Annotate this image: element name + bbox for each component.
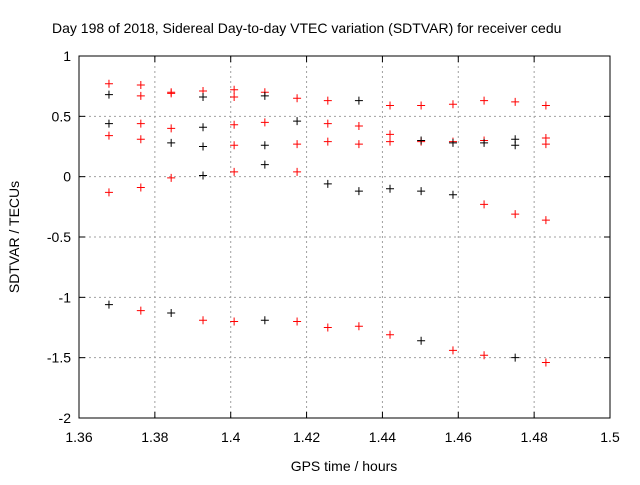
data-point-black bbox=[354, 187, 363, 196]
data-point-red bbox=[417, 101, 426, 110]
data-point-red bbox=[230, 93, 239, 102]
data-point-red bbox=[230, 120, 239, 129]
data-point-black bbox=[386, 184, 395, 193]
y-tick-label: 1 bbox=[63, 48, 71, 64]
data-point-black bbox=[199, 142, 208, 151]
data-point-red bbox=[167, 89, 176, 98]
data-point-red bbox=[104, 79, 113, 88]
x-tick-label: 1.44 bbox=[369, 429, 396, 445]
data-point-black bbox=[417, 187, 426, 196]
data-point-red bbox=[136, 91, 145, 100]
data-point-black bbox=[480, 138, 489, 147]
data-point-black bbox=[260, 91, 269, 100]
x-axis-label: GPS time / hours bbox=[291, 458, 398, 474]
data-point-black bbox=[323, 179, 332, 188]
data-point-black bbox=[104, 300, 113, 309]
data-point-red bbox=[541, 140, 550, 149]
x-tick-label: 1.38 bbox=[141, 429, 168, 445]
data-point-black bbox=[199, 171, 208, 180]
data-point-red bbox=[260, 118, 269, 127]
data-point-black bbox=[511, 141, 520, 150]
data-point-red bbox=[104, 131, 113, 140]
data-point-red bbox=[386, 137, 395, 146]
data-point-red bbox=[354, 121, 363, 130]
x-tick-label: 1.48 bbox=[521, 429, 548, 445]
data-point-red bbox=[386, 130, 395, 139]
data-point-red bbox=[354, 140, 363, 149]
data-point-red bbox=[104, 188, 113, 197]
x-tick-label: 1.5 bbox=[600, 429, 620, 445]
data-point-black bbox=[448, 190, 457, 199]
data-point-black bbox=[448, 138, 457, 147]
grid bbox=[79, 56, 610, 418]
x-tick-label: 1.36 bbox=[65, 429, 92, 445]
y-tick-label: -1.5 bbox=[47, 350, 71, 366]
data-point-red bbox=[293, 140, 302, 149]
y-tick-label: -1 bbox=[59, 289, 72, 305]
data-point-red bbox=[230, 317, 239, 326]
x-tick-label: 1.42 bbox=[293, 429, 320, 445]
data-point-red bbox=[511, 97, 520, 106]
data-point-red bbox=[136, 119, 145, 128]
data-point-red bbox=[230, 141, 239, 150]
data-point-red bbox=[541, 216, 550, 225]
data-point-red bbox=[511, 210, 520, 219]
y-tick-label: -2 bbox=[59, 410, 72, 426]
data-point-black bbox=[511, 353, 520, 362]
data-point-red bbox=[167, 124, 176, 133]
data-point-black bbox=[417, 336, 426, 345]
data-point-red bbox=[136, 135, 145, 144]
data-point-red bbox=[230, 85, 239, 94]
axis-ticks: 1.36 1.38 1.4 1.42 1.44 1.46 1.48 1.5 1 0.5 0 -0.5 -… bbox=[47, 48, 620, 445]
data-point-black bbox=[260, 141, 269, 150]
data-point-red bbox=[480, 351, 489, 360]
x-tick-label: 1.46 bbox=[445, 429, 472, 445]
data-point-black bbox=[199, 123, 208, 132]
y-tick-label: 0.5 bbox=[52, 108, 72, 124]
data-point-black bbox=[104, 119, 113, 128]
data-point-black bbox=[104, 90, 113, 99]
y-tick-label: 0 bbox=[63, 169, 71, 185]
data-point-red bbox=[386, 101, 395, 110]
data-point-red bbox=[386, 330, 395, 339]
data-point-red bbox=[541, 101, 550, 110]
data-point-red bbox=[541, 358, 550, 367]
data-point-red bbox=[167, 173, 176, 182]
data-point-red bbox=[136, 306, 145, 315]
data-point-red bbox=[354, 322, 363, 331]
data-point-black bbox=[354, 96, 363, 105]
data-point-red bbox=[136, 183, 145, 192]
data-points bbox=[104, 79, 550, 367]
data-point-red bbox=[293, 167, 302, 176]
data-point-red bbox=[293, 94, 302, 103]
data-point-red bbox=[480, 96, 489, 105]
data-point-red bbox=[230, 167, 239, 176]
data-point-red bbox=[323, 137, 332, 146]
data-point-red bbox=[448, 100, 457, 109]
data-point-red bbox=[480, 200, 489, 209]
data-point-red bbox=[323, 119, 332, 128]
data-point-black bbox=[167, 138, 176, 147]
data-point-red bbox=[448, 346, 457, 355]
data-point-red bbox=[293, 317, 302, 326]
data-point-black bbox=[167, 309, 176, 318]
data-point-black bbox=[417, 136, 426, 145]
data-point-black bbox=[260, 160, 269, 169]
data-point-red bbox=[323, 323, 332, 332]
data-point-black bbox=[199, 93, 208, 102]
data-point-black bbox=[293, 117, 302, 126]
chart-title: Day 198 of 2018, Sidereal Day-to-day VTE… bbox=[52, 20, 561, 36]
y-axis-label: SDTVAR / TECUs bbox=[6, 181, 22, 293]
data-point-red bbox=[323, 96, 332, 105]
x-tick-label: 1.4 bbox=[221, 429, 241, 445]
y-tick-label: -0.5 bbox=[47, 229, 71, 245]
data-point-red bbox=[136, 80, 145, 89]
data-point-black bbox=[260, 316, 269, 325]
data-point-red bbox=[199, 316, 208, 325]
